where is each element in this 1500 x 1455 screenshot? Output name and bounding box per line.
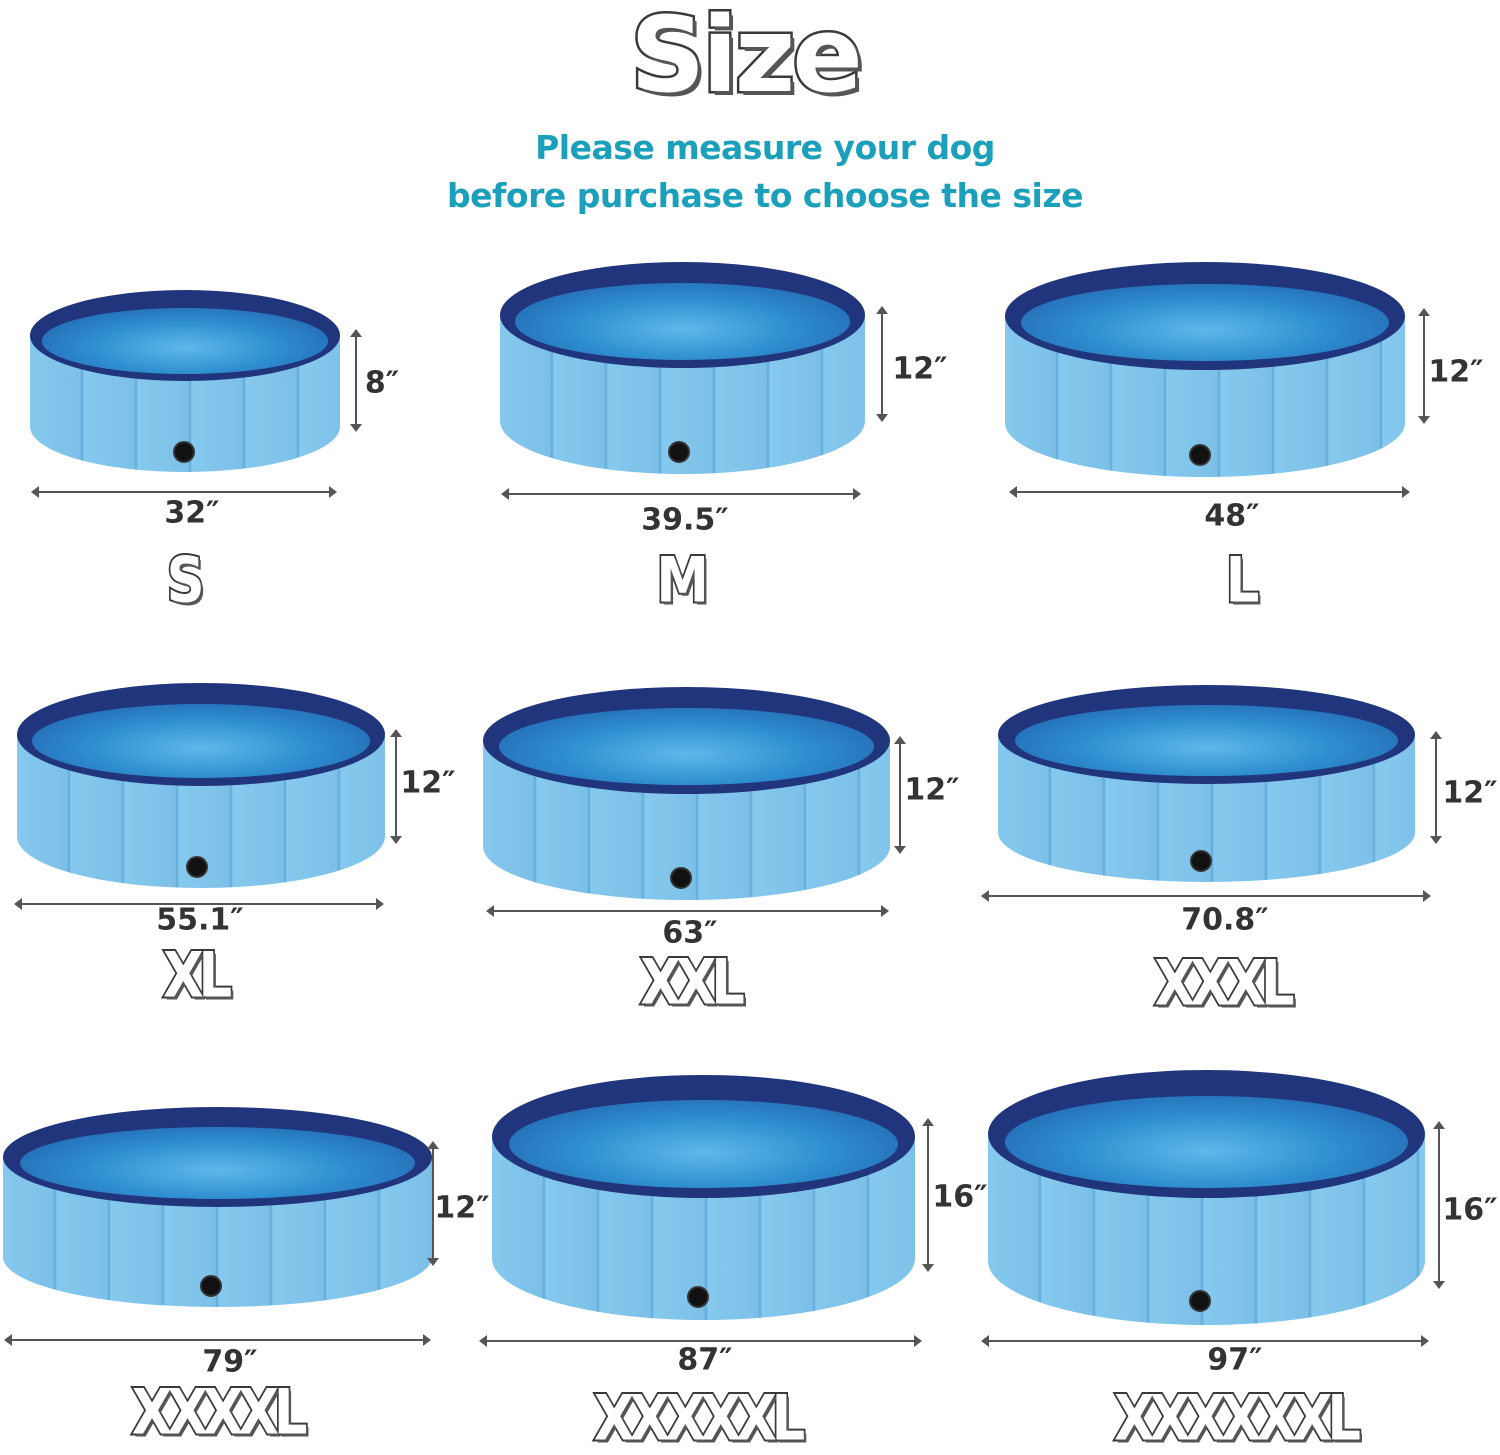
diameter-arrow	[981, 1335, 1429, 1347]
drain-plug-icon	[1189, 850, 1212, 873]
pool-water	[1014, 704, 1399, 777]
size-label: XL	[161, 937, 234, 1014]
pool-rim	[988, 1070, 1425, 1198]
diameter-arrow	[501, 488, 861, 500]
pool-water	[42, 308, 328, 374]
pool-rim	[3, 1107, 432, 1207]
diameter-arrow	[1009, 486, 1410, 498]
height-arrow	[1430, 731, 1442, 844]
pool-water	[1005, 1095, 1408, 1188]
diameter-label: 32″	[164, 495, 220, 531]
pool-image-xxxxl	[3, 1107, 432, 1307]
drain-plug-icon	[1189, 444, 1211, 467]
diameter-label: 55.1″	[156, 902, 244, 938]
height-arrow	[427, 1141, 439, 1266]
pool-rim	[483, 687, 890, 794]
pool-water	[499, 708, 874, 786]
diameter-arrow	[486, 905, 889, 917]
drain-plug-icon	[667, 441, 690, 464]
pool-water	[1021, 283, 1389, 362]
pool-rim	[30, 290, 340, 381]
pool-rim	[998, 685, 1415, 784]
pool-rim	[17, 683, 385, 786]
diameter-label: 63″	[662, 915, 718, 951]
drain-plug-icon	[172, 440, 195, 463]
drain-plug-icon	[200, 1275, 223, 1297]
size-label: XXXXL	[130, 1374, 309, 1451]
height-label: 12″	[400, 765, 456, 801]
height-label: 12″	[434, 1190, 490, 1226]
pool-image-xl	[17, 683, 385, 888]
pool-water	[508, 1099, 899, 1189]
height-label: 16″	[932, 1179, 988, 1215]
diameter-label: 97″	[1207, 1342, 1263, 1378]
size-label: XXL	[639, 944, 747, 1021]
pool-image-xxxxxxl	[988, 1070, 1425, 1325]
pool-image-m	[500, 262, 865, 474]
pool-rim	[1005, 262, 1405, 370]
size-label: XXXXXL	[592, 1380, 807, 1455]
height-arrow	[894, 736, 906, 854]
height-arrow	[922, 1118, 934, 1272]
size-label: L	[1224, 542, 1261, 619]
pool-image-l	[1005, 262, 1405, 477]
diameter-arrow	[981, 890, 1431, 902]
drain-plug-icon	[1189, 1290, 1212, 1313]
height-label: 12″	[1428, 354, 1484, 390]
diameter-label: 87″	[677, 1342, 733, 1378]
height-arrow	[876, 306, 888, 422]
height-label: 12″	[904, 772, 960, 808]
height-label: 12″	[1442, 775, 1498, 811]
pool-water	[31, 703, 371, 778]
diameter-arrow	[31, 486, 337, 498]
drain-plug-icon	[686, 1285, 709, 1308]
pool-image-xxl	[483, 687, 890, 900]
pool-water	[20, 1127, 415, 1199]
height-arrow	[350, 329, 362, 432]
diameter-label: 70.8″	[1181, 902, 1269, 938]
pool-image-s	[30, 290, 340, 472]
pool-rim	[500, 262, 865, 368]
subtitle-line-2: before purchase to choose the size	[447, 176, 1083, 215]
drain-plug-icon	[186, 855, 209, 878]
height-label: 12″	[892, 351, 948, 387]
drain-plug-icon	[670, 867, 693, 890]
height-label: 8″	[364, 365, 400, 401]
height-label: 16″	[1442, 1192, 1498, 1228]
size-label: S	[165, 542, 206, 619]
diameter-arrow	[14, 898, 384, 910]
height-arrow	[1433, 1121, 1445, 1289]
pool-image-xxxxxl	[492, 1075, 915, 1320]
diameter-label: 48″	[1204, 498, 1260, 534]
height-arrow	[1418, 308, 1430, 424]
size-label: XXXL	[1153, 945, 1297, 1022]
size-label: M	[655, 542, 711, 619]
page-title: Size	[628, 0, 866, 119]
pool-image-xxxl	[998, 685, 1415, 882]
pool-water	[514, 283, 851, 360]
subtitle-line-1: Please measure your dog	[535, 128, 995, 167]
diameter-label: 79″	[202, 1344, 258, 1380]
height-arrow	[390, 729, 402, 844]
size-label: XXXXXXL	[1112, 1380, 1362, 1455]
pool-rim	[492, 1075, 915, 1198]
diameter-arrow	[479, 1335, 922, 1347]
diameter-arrow	[4, 1334, 431, 1346]
diameter-label: 39.5″	[641, 502, 729, 538]
